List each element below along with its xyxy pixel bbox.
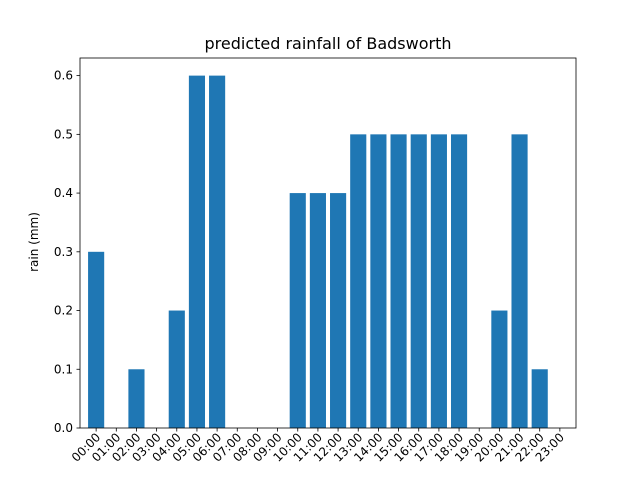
bar-22-00: [531, 369, 548, 428]
bar-16-00: [410, 134, 427, 428]
bar-05-00: [188, 75, 206, 429]
bar-10-00: [289, 193, 306, 428]
bar-17-00: [430, 134, 447, 428]
bar-13-00: [350, 134, 367, 428]
y-tick-label: 0.1: [54, 362, 73, 376]
bar-20-00: [491, 310, 508, 428]
y-tick-label: 0.4: [54, 186, 73, 200]
y-tick-label: 0.6: [54, 69, 73, 83]
y-axis-label: rain (mm): [27, 212, 41, 272]
plot-frame: [79, 57, 577, 429]
chart-title: predicted rainfall of Badsworth: [204, 34, 451, 53]
bar-14-00: [370, 134, 387, 428]
y-tick-label: 0.3: [54, 245, 73, 259]
bars-group: [88, 75, 548, 429]
bar-18-00: [450, 134, 468, 428]
bar-11-00: [309, 193, 326, 428]
y-tick-label: 0.2: [54, 304, 73, 318]
bar-15-00: [390, 134, 407, 428]
y-axis: 0.0 0.1 0.2 0.3 0.4 0.5 0.6: [54, 69, 80, 435]
bar-02-00: [128, 369, 145, 428]
bar-21-00: [511, 134, 528, 428]
y-tick-label: 0.0: [54, 421, 73, 435]
bar-00-00: [88, 251, 105, 428]
bar-04-00: [168, 310, 185, 428]
x-axis: 00:0001:0002:0003:0004:0005:0006:0007:00…: [69, 428, 567, 465]
bar-12-00: [330, 193, 347, 428]
bar-06-00: [209, 75, 226, 429]
y-tick-label: 0.5: [54, 127, 73, 141]
